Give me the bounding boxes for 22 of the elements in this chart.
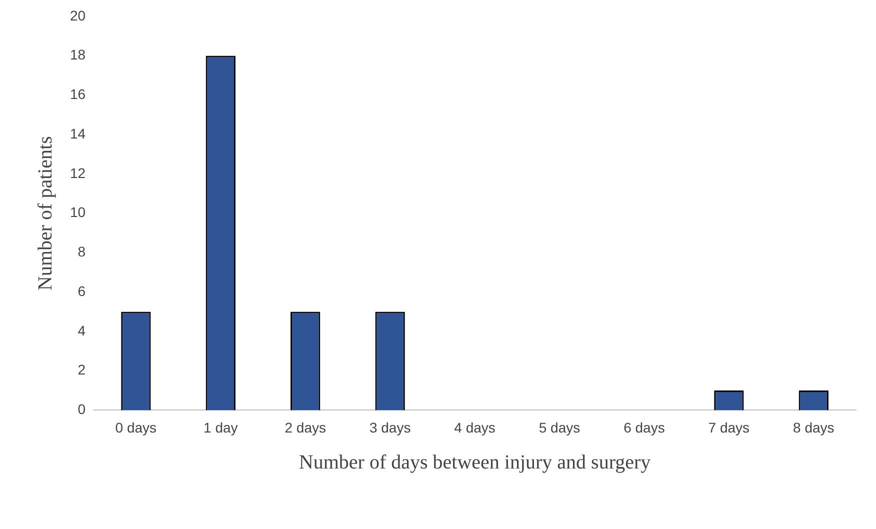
x-tick-label: 1 day	[204, 419, 238, 436]
y-tick-label: 14	[70, 125, 86, 142]
x-tick-label: 5 days	[538, 419, 580, 436]
x-tick-label: 2 days	[284, 419, 326, 436]
y-tick-label: 20	[70, 7, 86, 24]
x-tick-label: 7 days	[708, 419, 750, 436]
y-tick-label: 2	[78, 362, 86, 378]
x-tick-label: 4 days	[454, 419, 496, 436]
y-tick-label: 6	[78, 282, 86, 299]
y-tick-label: 8	[78, 244, 86, 260]
y-tick-label: 4	[78, 322, 86, 338]
y-axis-title: Number of patients	[34, 136, 56, 291]
x-tick-label: 3 days	[369, 419, 411, 436]
x-tick-label: 6 days	[624, 419, 665, 436]
y-tick-label: 18	[70, 46, 86, 63]
y-tick-label: 10	[70, 204, 86, 220]
y-tick-label: 0	[78, 401, 86, 418]
x-tick-label: 0 days	[115, 419, 157, 436]
y-tick-label: 12	[70, 164, 86, 181]
x-tick-label: 8 days	[793, 419, 834, 436]
y-tick-label: 16	[70, 86, 86, 102]
x-axis-title: Number of days between injury and surgery	[298, 451, 651, 474]
